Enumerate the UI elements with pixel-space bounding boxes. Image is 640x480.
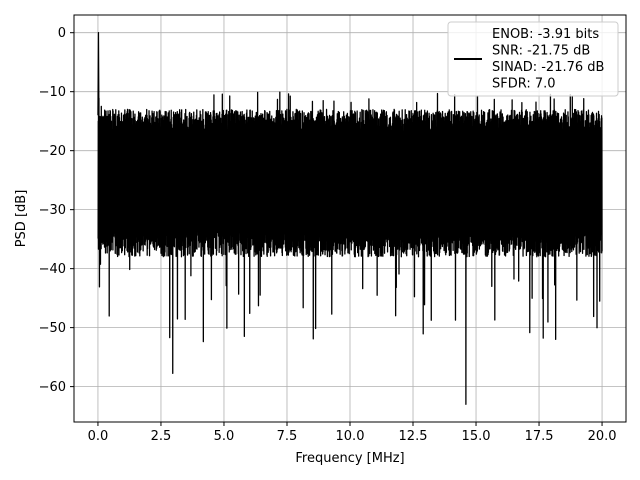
x-tick-label: 10.0	[336, 429, 365, 444]
legend-sinad: SINAD: -21.76 dB	[492, 60, 604, 75]
y-tick-label: −40	[39, 262, 66, 277]
psd-series-line	[97, 32, 603, 405]
ticks: 0.0 2.5 5.0 7.5 10.0 12.5 15.0 17.5 20.0 0 −10 −20 −…	[39, 26, 617, 444]
legend-sfdr: SFDR: 7.0	[492, 77, 556, 92]
legend-snr: SNR: -21.75 dB	[492, 44, 590, 59]
x-tick-label: 17.5	[525, 429, 554, 444]
x-tick-label: 20.0	[588, 429, 617, 444]
legend-box	[447, 21, 619, 97]
y-axis-label: PSD [dB]	[14, 190, 29, 248]
x-tick-label: 5.0	[214, 429, 235, 444]
legend: ENOB: -3.91 bits SNR: -21.75 dB SINAD: -…	[447, 21, 619, 97]
x-tick-label: 15.0	[462, 429, 491, 444]
y-tick-label: −60	[39, 380, 66, 395]
x-tick-label: 0.0	[88, 429, 109, 444]
x-tick-label: 7.5	[277, 429, 298, 444]
y-tick-label: 0	[58, 26, 66, 41]
x-tick-label: 12.5	[399, 429, 428, 444]
y-tick-label: −20	[39, 144, 66, 159]
legend-enob: ENOB: -3.91 bits	[492, 27, 599, 42]
y-tick-label: −10	[39, 85, 66, 100]
y-tick-label: −50	[39, 321, 66, 336]
x-axis-label: Frequency [MHz]	[295, 451, 404, 466]
series-layer	[97, 32, 603, 405]
x-tick-label: 2.5	[151, 429, 172, 444]
y-tick-label: −30	[39, 203, 66, 218]
